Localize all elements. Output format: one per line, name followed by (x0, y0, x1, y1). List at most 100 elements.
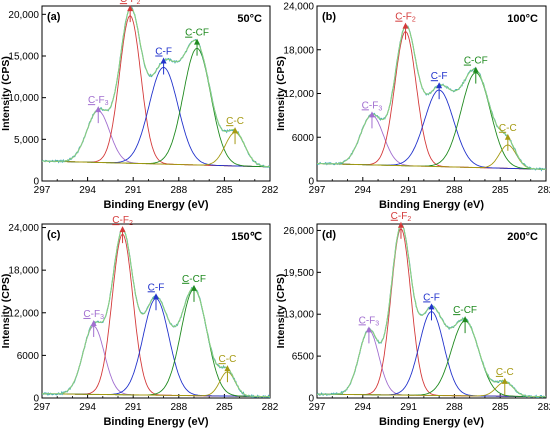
x-axis-title: Binding Energy (eV) (103, 199, 208, 211)
panel-label: (d) (322, 229, 336, 241)
peak-label: C-F2 (391, 211, 412, 223)
peak-c-f (317, 311, 546, 398)
arrow-head (224, 365, 231, 372)
arrow-head (462, 316, 469, 323)
y-tick-label: 6000 (17, 351, 40, 362)
y-tick-label: 18,000 (8, 266, 39, 277)
peak-label: C-F (423, 292, 440, 303)
panel-1: 297 294 291 288 285 282 0 5,000 10,000 15,000 20,0… (0, 0, 279, 211)
peak-label: C-F (148, 282, 165, 293)
y-axis-title: Intensity (CPS) (275, 56, 287, 131)
x-tick-label: 294 (79, 402, 96, 413)
peak-label: C-C (496, 367, 514, 378)
temperature-label: 200°C (507, 231, 538, 243)
y-tick-label: 15,000 (8, 52, 39, 63)
peak-label: C-F2 (120, 0, 141, 6)
arrow-head (127, 5, 134, 12)
y-tick-label: 0 (33, 394, 39, 405)
raw-spectrum (317, 25, 546, 172)
peak-label: C-F (155, 47, 172, 58)
arrow-head (504, 133, 511, 140)
arrow-head (436, 82, 443, 89)
panel-label: (b) (322, 11, 336, 23)
y-axis-title: Intensity (CPS) (275, 274, 287, 349)
arrow-head (368, 111, 375, 118)
arrow-head (472, 66, 479, 73)
x-axis-title: Binding Energy (eV) (103, 416, 208, 428)
x-tick-label: 288 (170, 402, 187, 413)
peak-c-c (317, 381, 546, 398)
peak-label: C-C (219, 354, 237, 365)
peak-label: C-F3 (83, 309, 104, 321)
x-tick-label: 294 (354, 185, 371, 196)
y-axis-title: Intensity (CPS) (0, 56, 12, 131)
peak-label: C-F2 (395, 12, 416, 24)
x-tick-label: 285 (492, 185, 509, 196)
x-tick-label: 288 (446, 185, 463, 196)
x-tick-label: 291 (400, 185, 417, 196)
y-tick-label: 0 (308, 394, 314, 405)
x-tick-label: 282 (262, 185, 279, 196)
peak-c-f2 (42, 233, 270, 398)
x-tick-label: 288 (446, 402, 463, 413)
arrow-head (160, 57, 167, 64)
fit-envelope (42, 228, 270, 398)
arrow-head (153, 293, 159, 300)
peak-c-c (42, 132, 270, 168)
arrow-head (90, 319, 97, 326)
arrow-head (365, 326, 372, 333)
x-tick-label: 291 (125, 402, 142, 413)
y-tick-label: 10,000 (8, 93, 39, 104)
arrow-head (119, 226, 126, 233)
y-tick-label: 24,000 (8, 223, 39, 234)
arrow-head (402, 22, 409, 29)
peak-label: C-CF (464, 56, 488, 67)
x-tick-label: 285 (492, 402, 509, 413)
y-tick-label: 12,000 (283, 89, 314, 100)
raw-spectrum (42, 228, 270, 398)
x-tick-label: 291 (125, 185, 142, 196)
peak-label: C-F (431, 71, 448, 82)
panel-2: 297 294 291 288 285 282 0 6000 12,000 18,000 24,00… (275, 2, 550, 212)
peak-c-cf (42, 47, 270, 168)
y-tick-label: 19,500 (283, 268, 314, 279)
peak-label: C-C (226, 116, 244, 127)
x-tick-label: 285 (216, 402, 233, 413)
arrow-head (95, 106, 102, 113)
x-tick-label: 291 (400, 402, 417, 413)
x-tick-label: 297 (309, 402, 326, 413)
peak-label: C-F3 (362, 100, 383, 112)
temperature-label: 150℃ (231, 231, 262, 243)
plot-frame (316, 223, 547, 399)
curves (42, 6, 270, 169)
curves (42, 228, 270, 398)
peak-label: C-CF (453, 305, 477, 316)
y-tick-label: 20,000 (8, 10, 39, 21)
x-tick-label: 294 (354, 402, 371, 413)
plot-frame (41, 223, 271, 399)
arrow-head (232, 127, 239, 134)
peak-c-c (42, 371, 270, 398)
panel-4: 297 294 291 288 285 282 0 6500 13,000 19,500 26,00… (275, 211, 550, 428)
x-axis-title: Binding Energy (eV) (379, 416, 484, 428)
peak-label: C-F2 (112, 215, 133, 227)
y-tick-label: 0 (33, 177, 39, 188)
curves (317, 24, 546, 172)
y-tick-label: 26,000 (283, 226, 314, 237)
y-tick-label: 24,000 (283, 2, 314, 13)
temperature-label: 100°C (507, 13, 538, 25)
arrow-head (428, 303, 435, 310)
x-tick-label: 285 (216, 185, 233, 196)
arrow-head (501, 377, 508, 384)
x-axis-title: Binding Energy (eV) (379, 199, 484, 211)
plot-frame (41, 5, 271, 182)
peak-label: C-CF (185, 28, 209, 39)
peak-label: C-F3 (359, 315, 380, 327)
panel-label: (a) (47, 11, 61, 23)
peak-label: C-F3 (88, 95, 109, 107)
y-tick-label: 0 (308, 177, 314, 188)
y-tick-label: 5,000 (14, 135, 39, 146)
arrow-head (194, 38, 201, 45)
y-tick-label: 18,000 (283, 45, 314, 56)
